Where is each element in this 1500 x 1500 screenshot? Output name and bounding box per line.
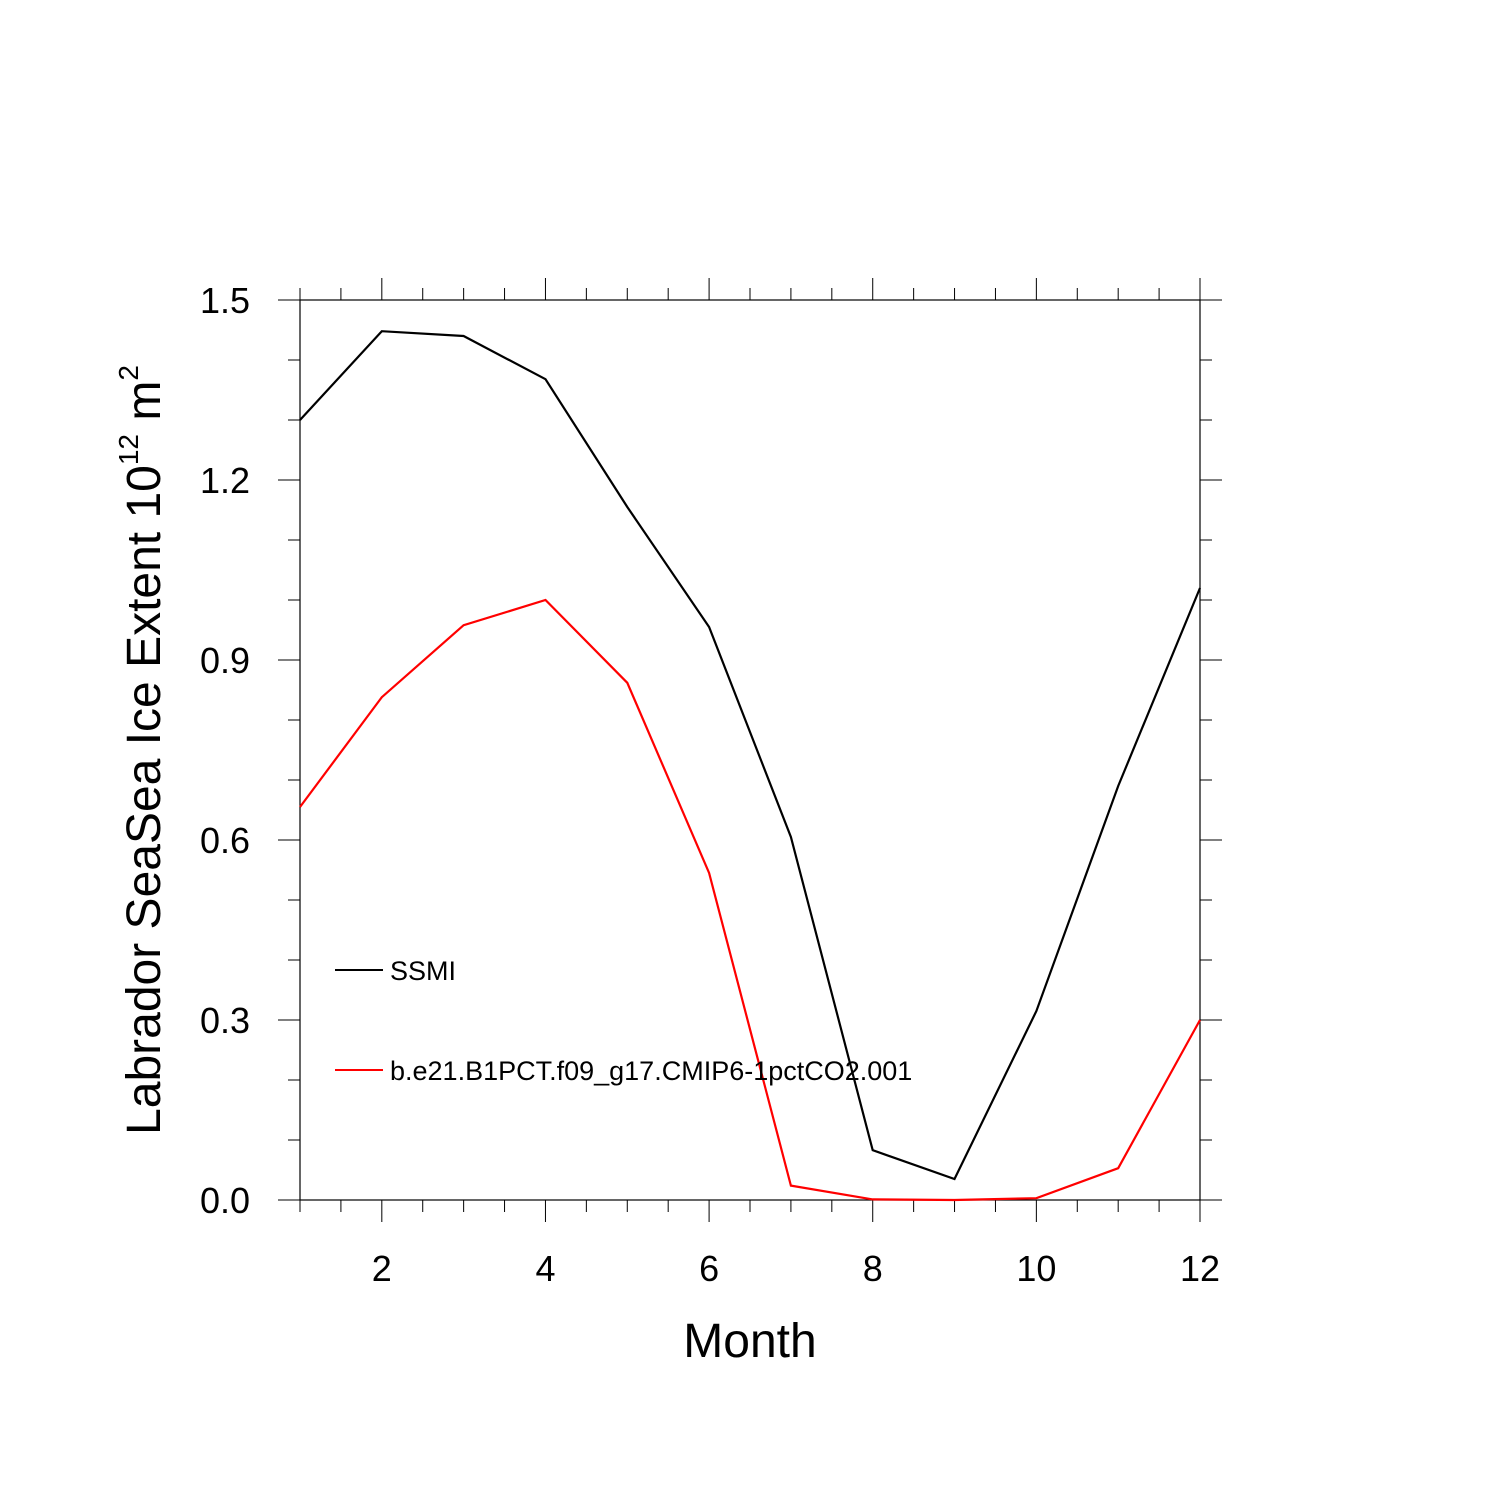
y-axis-title-exponent: 12 — [113, 434, 144, 465]
y-tick-label: 0.3 — [200, 1000, 250, 1041]
x-axis-title: Month — [683, 1315, 816, 1368]
series-line-1 — [299, 598, 1201, 1202]
y-axis-title-main: Labrador SeaSea Ice Extent 10 — [118, 465, 171, 1135]
x-tick-label: 10 — [1016, 1248, 1056, 1289]
x-tick-label: 4 — [535, 1248, 555, 1289]
legend: SSMI b.e21.B1PCT.f09_g17.CMIP6-1pctCO2.0… — [335, 956, 912, 1086]
tick-labels: 2 4 6 8 10 12 0.0 0.3 0.6 0.9 1.2 1.5 — [200, 280, 1220, 1289]
series-layer — [299, 330, 1202, 1202]
x-tick-label: 2 — [372, 1248, 392, 1289]
series-line-0 — [299, 330, 1202, 1181]
y-tick-label: 1.2 — [200, 460, 250, 501]
y-tick-label: 1.5 — [200, 280, 250, 321]
legend-label-ssmi: SSMI — [390, 956, 456, 986]
x-tick-label: 6 — [699, 1248, 719, 1289]
y-tick-label: 0.6 — [200, 820, 250, 861]
axis-ticks — [278, 278, 1222, 1222]
y-axis-title-unit-exponent: 2 — [113, 365, 144, 381]
y-tick-label: 0.0 — [200, 1180, 250, 1221]
x-tick-label: 12 — [1180, 1248, 1220, 1289]
y-axis-title: Labrador SeaSea Ice Extent 1012 m2 — [113, 365, 171, 1135]
legend-label-model: b.e21.B1PCT.f09_g17.CMIP6-1pctCO2.001 — [390, 1056, 912, 1086]
plot-frame — [299, 299, 1201, 1201]
y-tick-label: 0.9 — [200, 640, 250, 681]
x-tick-label: 8 — [863, 1248, 883, 1289]
y-axis-title-unit: m — [118, 381, 171, 434]
